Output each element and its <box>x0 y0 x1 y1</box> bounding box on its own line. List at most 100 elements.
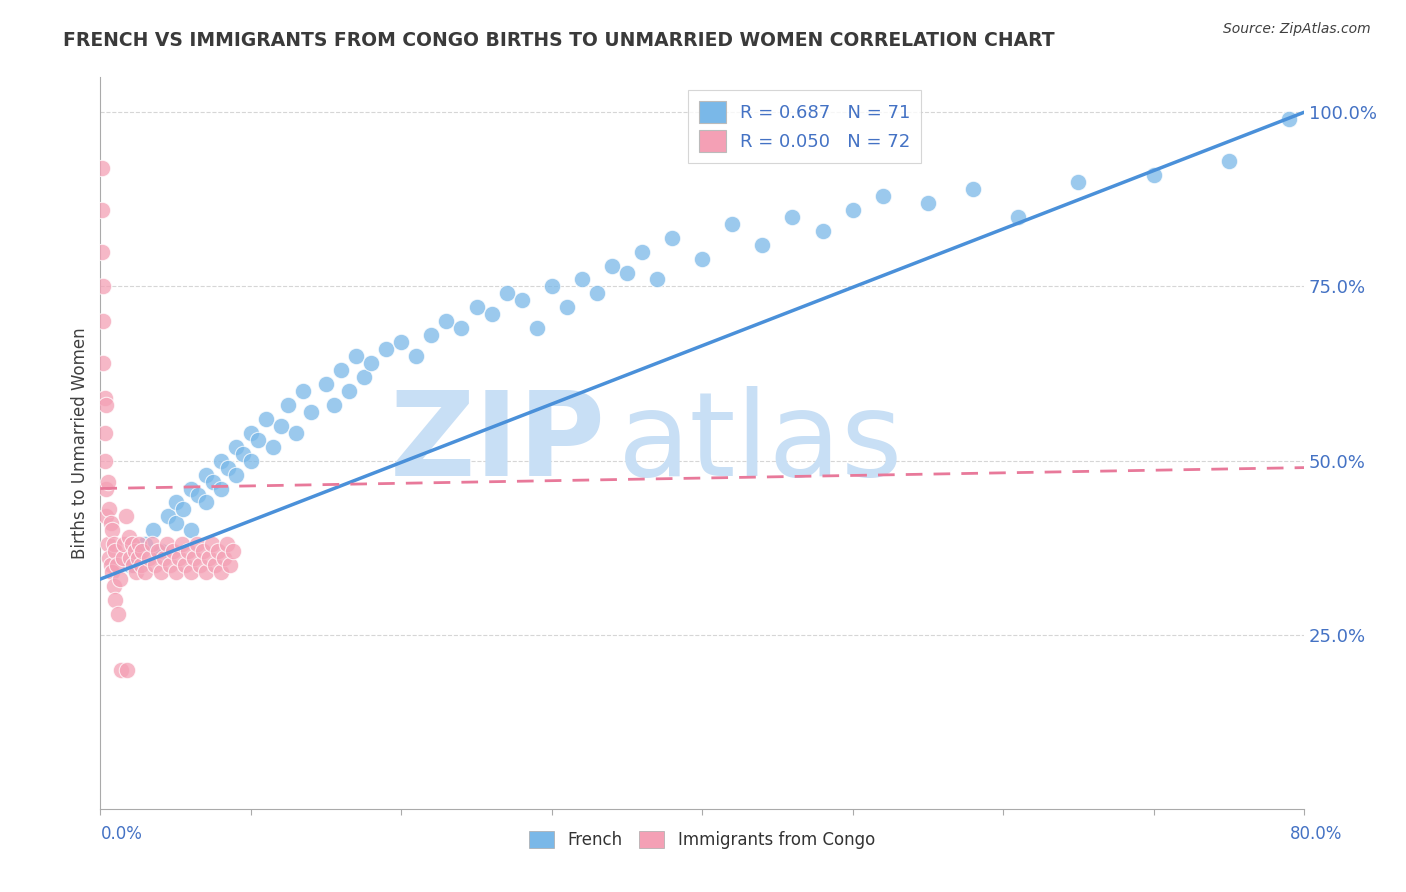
Point <box>217 460 239 475</box>
Point <box>510 293 533 308</box>
Point <box>209 482 232 496</box>
Point <box>101 524 124 538</box>
Point <box>405 349 427 363</box>
Point <box>841 202 863 217</box>
Point <box>721 217 744 231</box>
Point <box>129 558 152 573</box>
Point <box>204 558 226 573</box>
Point <box>436 314 458 328</box>
Point <box>120 551 142 566</box>
Point <box>165 495 187 509</box>
Point <box>108 572 131 586</box>
Point <box>180 524 202 538</box>
Point <box>105 558 128 573</box>
Text: 0.0%: 0.0% <box>101 825 143 843</box>
Point <box>96 509 118 524</box>
Point <box>111 551 134 566</box>
Point <box>495 286 517 301</box>
Point <box>1067 175 1090 189</box>
Point <box>212 551 235 566</box>
Text: ZIP: ZIP <box>389 385 606 500</box>
Point <box>465 301 488 315</box>
Point <box>353 370 375 384</box>
Point <box>232 447 254 461</box>
Point <box>194 565 217 579</box>
Point <box>131 544 153 558</box>
Point <box>90 244 112 259</box>
Point <box>146 544 169 558</box>
Point <box>292 384 315 398</box>
Text: 80.0%: 80.0% <box>1291 825 1343 843</box>
Point <box>420 328 443 343</box>
Point <box>100 558 122 573</box>
Point <box>1007 210 1029 224</box>
Point <box>188 558 211 573</box>
Point <box>284 425 307 440</box>
Point <box>173 558 195 573</box>
Point <box>93 356 115 370</box>
Point <box>187 488 209 502</box>
Point <box>322 398 344 412</box>
Point <box>96 482 118 496</box>
Point <box>121 537 143 551</box>
Point <box>782 210 804 224</box>
Point <box>215 537 238 551</box>
Point <box>202 475 225 489</box>
Point <box>277 398 299 412</box>
Point <box>103 579 125 593</box>
Point <box>254 412 277 426</box>
Point <box>239 453 262 467</box>
Point <box>186 537 208 551</box>
Point <box>159 558 181 573</box>
Point <box>167 551 190 566</box>
Point <box>101 565 124 579</box>
Point <box>165 516 187 531</box>
Point <box>751 237 773 252</box>
Point <box>128 537 150 551</box>
Point <box>600 259 623 273</box>
Point <box>344 349 367 363</box>
Point <box>162 544 184 558</box>
Point <box>170 537 193 551</box>
Point <box>1278 112 1301 127</box>
Point <box>201 537 224 551</box>
Point <box>98 551 121 566</box>
Point <box>315 376 337 391</box>
Point <box>134 537 156 551</box>
Point <box>98 502 121 516</box>
Point <box>100 516 122 531</box>
Point <box>571 272 593 286</box>
Point <box>157 509 180 524</box>
Point <box>138 551 160 566</box>
Point <box>555 301 578 315</box>
Point <box>117 663 139 677</box>
Point <box>96 398 118 412</box>
Point <box>194 495 217 509</box>
Point <box>616 266 638 280</box>
Point <box>450 321 472 335</box>
Point <box>112 537 135 551</box>
Point <box>172 502 194 516</box>
Point <box>645 272 668 286</box>
Point <box>97 537 120 551</box>
Point <box>389 335 412 350</box>
Point <box>191 544 214 558</box>
Point <box>104 544 127 558</box>
Point <box>180 482 202 496</box>
Point <box>176 544 198 558</box>
Point <box>143 558 166 573</box>
Point <box>299 405 322 419</box>
Point <box>134 565 156 579</box>
Point <box>152 551 174 566</box>
Legend: R = 0.687   N = 71, R = 0.050   N = 72: R = 0.687 N = 71, R = 0.050 N = 72 <box>688 90 921 163</box>
Point <box>262 440 284 454</box>
Point <box>222 544 245 558</box>
Point <box>125 565 148 579</box>
Point <box>225 440 247 454</box>
Point <box>586 286 609 301</box>
Point <box>1142 168 1164 182</box>
Point <box>690 252 713 266</box>
Point <box>209 565 232 579</box>
Point <box>239 425 262 440</box>
Point <box>94 391 117 405</box>
